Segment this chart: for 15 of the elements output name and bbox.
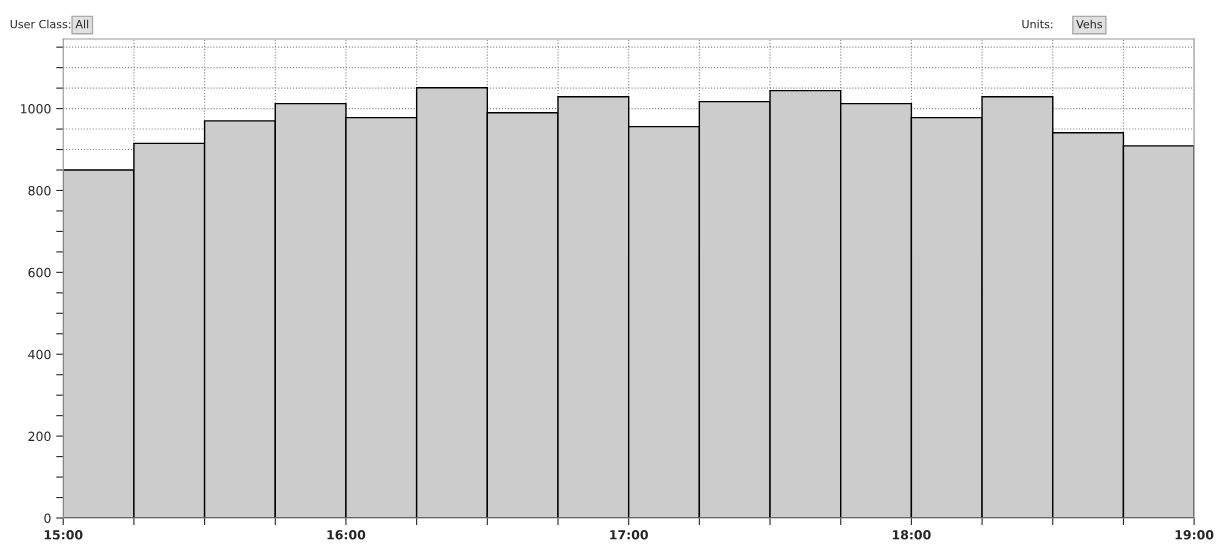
- y-tick-label: 200: [28, 431, 51, 442]
- y-tick-label: 0: [44, 513, 51, 523]
- text: Vehs: [1076, 19, 1103, 29]
- y-tick-label: 800: [28, 185, 51, 196]
- y-tick-label: 600: [28, 267, 51, 278]
- y-tick-label: 1000: [20, 104, 51, 114]
- x-tick-label: 19:00: [1175, 530, 1214, 540]
- y-tick-label: 400: [28, 349, 51, 360]
- x-tick-label: 18:00: [892, 530, 931, 540]
- x-tick-label: 16:00: [327, 530, 366, 540]
- x-tick-label: 15:00: [44, 530, 83, 540]
- x-tick-label: 17:00: [610, 530, 648, 540]
- text: User Class:: [10, 19, 71, 29]
- text: All: [75, 19, 89, 29]
- text: Units:: [1022, 19, 1053, 29]
